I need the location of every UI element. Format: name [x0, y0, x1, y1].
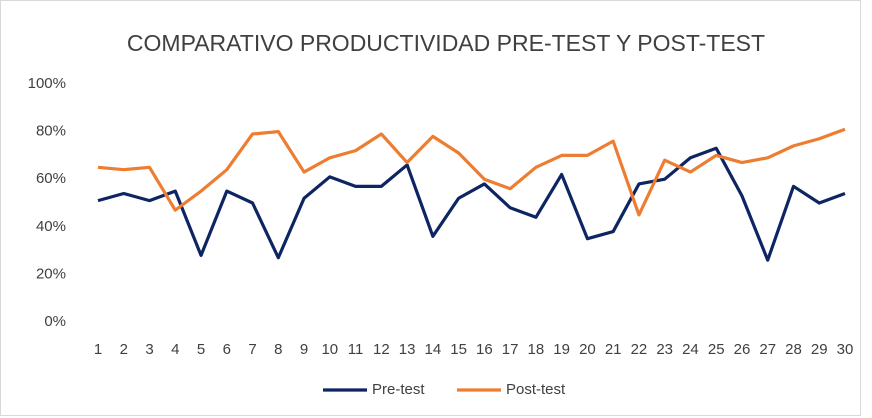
legend-label: Post-test	[506, 381, 566, 398]
x-tick-label: 5	[197, 341, 205, 358]
x-tick-label: 19	[553, 341, 570, 358]
x-tick-label: 30	[837, 341, 854, 358]
chart-title: COMPARATIVO PRODUCTIVIDAD PRE-TEST Y POS…	[127, 30, 765, 56]
x-tick-label: 25	[708, 341, 725, 358]
x-tick-label: 27	[759, 341, 776, 358]
x-tick-label: 14	[425, 341, 442, 358]
x-tick-label: 6	[223, 341, 231, 358]
x-tick-label: 26	[734, 341, 751, 358]
x-tick-label: 23	[656, 341, 673, 358]
y-tick-label: 100%	[28, 75, 66, 92]
y-tick-label: 40%	[36, 218, 66, 235]
series-line	[97, 127, 846, 217]
x-tick-label: 24	[682, 341, 699, 358]
x-tick-label: 21	[605, 341, 622, 358]
x-tick-label: 28	[785, 341, 802, 358]
x-tick-label: 2	[120, 341, 128, 358]
x-tick-label: 17	[502, 341, 519, 358]
x-tick-label: 18	[528, 341, 545, 358]
x-tick-label: 20	[579, 341, 596, 358]
x-tick-label: 1	[94, 341, 102, 358]
x-tick-label: 22	[631, 341, 648, 358]
x-tick-label: 15	[450, 341, 467, 358]
y-tick-label: 60%	[36, 170, 66, 187]
y-tick-label: 0%	[44, 313, 66, 330]
x-tick-label: 7	[248, 341, 256, 358]
x-tick-label: 4	[171, 341, 179, 358]
y-tick-label: 80%	[36, 123, 66, 140]
x-tick-label: 8	[274, 341, 282, 358]
x-tick-label: 16	[476, 341, 493, 358]
y-tick-label: 20%	[36, 265, 66, 282]
legend-label: Pre-test	[372, 381, 425, 398]
x-tick-label: 12	[373, 341, 390, 358]
x-tick-label: 11	[348, 341, 364, 358]
x-tick-label: 3	[145, 341, 153, 358]
x-tick-label: 9	[300, 341, 308, 358]
x-tick-label: 29	[811, 341, 828, 358]
x-tick-label: 13	[399, 341, 416, 358]
x-tick-label: 10	[321, 341, 338, 358]
